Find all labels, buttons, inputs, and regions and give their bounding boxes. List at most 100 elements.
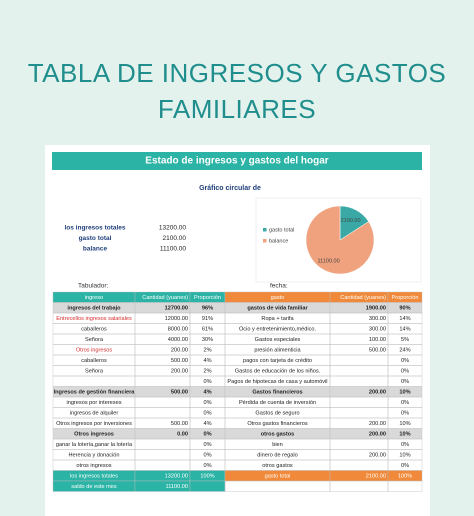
- cell-text: 61%: [202, 327, 213, 333]
- summary-label: balance: [83, 246, 108, 253]
- cell-text: 0%: [203, 400, 211, 406]
- cell-text: Otros gastos financieros: [247, 421, 308, 427]
- cell-text: 300.00: [369, 316, 386, 322]
- cell-text: gasto: [271, 295, 285, 301]
- cell-text: saldo de este mes: [71, 484, 117, 490]
- cell-text: caballeros: [81, 358, 107, 364]
- cell-bg: [135, 481, 190, 492]
- cell-text: 96%: [202, 306, 213, 312]
- cell-bg: [225, 470, 330, 481]
- cell-text: 4%: [203, 358, 211, 364]
- cell-text: 0%: [401, 442, 409, 448]
- cell-text: dinero de regalo: [257, 453, 297, 459]
- cell-text: Proporción: [194, 295, 221, 301]
- cell-text: 200.00: [369, 390, 386, 396]
- cell-bg: [190, 470, 225, 481]
- title: TABLA DE INGRESOS Y GASTOS: [27, 58, 447, 88]
- cell-bg: [225, 292, 330, 303]
- cell-text: 0%: [203, 411, 211, 417]
- cell-bg: [190, 428, 225, 439]
- cell-bg: [135, 470, 190, 481]
- cell-text: 500.00: [171, 390, 188, 396]
- title: FAMILIARES: [157, 94, 317, 124]
- cell-bg: [388, 470, 422, 481]
- cell-text: bien: [272, 442, 283, 448]
- pie-label: 2100.00: [341, 218, 361, 224]
- cell-text: ingresos de alquiler: [70, 411, 119, 417]
- legend-swatch: [263, 239, 267, 243]
- cell-text: otros gastos: [262, 463, 293, 469]
- cell-text: 12000.00: [165, 316, 188, 322]
- cell-text: 0%: [203, 432, 211, 438]
- cell-bg: [53, 470, 135, 481]
- cell-bg: [388, 386, 422, 397]
- cell-text: Pagos de hipotecas de casa y automóvil: [227, 379, 327, 385]
- cell-border: [387, 480, 423, 492]
- cell-text: Entrecellos ingresos salariales: [56, 316, 132, 322]
- cell-text: 0.00: [177, 432, 188, 438]
- cell-text: 11100.00: [166, 484, 189, 490]
- cell-text: 2100.00: [366, 474, 386, 480]
- cell-text: 14%: [399, 316, 410, 322]
- cell-text: otros ingresos: [76, 463, 111, 469]
- cell-text: 10%: [399, 432, 410, 438]
- cell-text: 500.00: [171, 421, 188, 427]
- summary-value: 11100.00: [160, 246, 187, 253]
- cell-bg: [190, 481, 225, 492]
- cell-text: 500.00: [171, 358, 188, 364]
- cell-text: 10%: [399, 390, 410, 396]
- cell-text: 0%: [401, 411, 409, 417]
- cell-text: 100%: [200, 474, 214, 480]
- cell-text: Otros ingresos: [74, 432, 114, 438]
- cell-text: 100%: [398, 474, 412, 480]
- cell-text: 0%: [401, 358, 409, 364]
- cell-text: caballeros: [81, 327, 107, 333]
- cell-text: Otros ingresos por inversiones: [56, 421, 132, 427]
- cell-text: 24%: [399, 348, 410, 354]
- cell-text: 300.00: [369, 327, 386, 333]
- cell-text: ganar la lotería,ganar la lotería: [56, 442, 133, 448]
- cell-text: 0%: [401, 369, 409, 375]
- cell-text: Gastos de seguro: [255, 411, 299, 417]
- cell-text: Ingresos de gestión financiera: [54, 390, 136, 396]
- cell-bg: [388, 292, 422, 303]
- cell-text: 200.00: [369, 432, 386, 438]
- cell-bg: [190, 292, 225, 303]
- cell-bg: [330, 470, 388, 481]
- cell-text: 5%: [401, 337, 409, 343]
- cell-text: 100.00: [369, 337, 386, 343]
- fecha: fecha:: [270, 283, 288, 290]
- cell-bg: [330, 302, 388, 313]
- cell-text: gasto total: [265, 474, 291, 480]
- cell-text: 500.00: [369, 348, 386, 354]
- cell-text: 1900.00: [366, 306, 386, 312]
- cell-text: 4%: [203, 390, 211, 396]
- cell-bg: [53, 302, 135, 313]
- cell-bg: [225, 386, 330, 397]
- cell-text: 2%: [203, 348, 211, 354]
- cell-bg: [388, 428, 422, 439]
- cell-text: Proporción: [391, 295, 418, 301]
- cell-bg: [330, 292, 388, 303]
- cell-text: 14%: [399, 327, 410, 333]
- cell-bg: [190, 302, 225, 313]
- cell-bg: [53, 292, 135, 303]
- cell-text: ingresos por intereses: [66, 400, 121, 406]
- cell-text: 0%: [401, 379, 409, 385]
- cell-text: 91%: [202, 316, 213, 322]
- cell-bg: [53, 386, 135, 397]
- summary-value: 13200.00: [159, 225, 186, 232]
- cell-bg: [330, 428, 388, 439]
- cell-text: 200.00: [171, 348, 188, 354]
- cell-text: otros gastos: [261, 432, 295, 438]
- cell-text: ingresos del trabajo: [67, 306, 121, 312]
- cell-text: Cantidad (yuanes): [142, 295, 188, 301]
- cell-text: 200.00: [369, 421, 386, 427]
- cell-text: 0%: [401, 400, 409, 406]
- legend-label: gasto total: [269, 227, 294, 233]
- summary-label: gasto total: [79, 235, 112, 242]
- cell-text: 8000.00: [168, 327, 188, 333]
- cell-bg: [135, 292, 190, 303]
- cell-text: 2%: [203, 369, 211, 375]
